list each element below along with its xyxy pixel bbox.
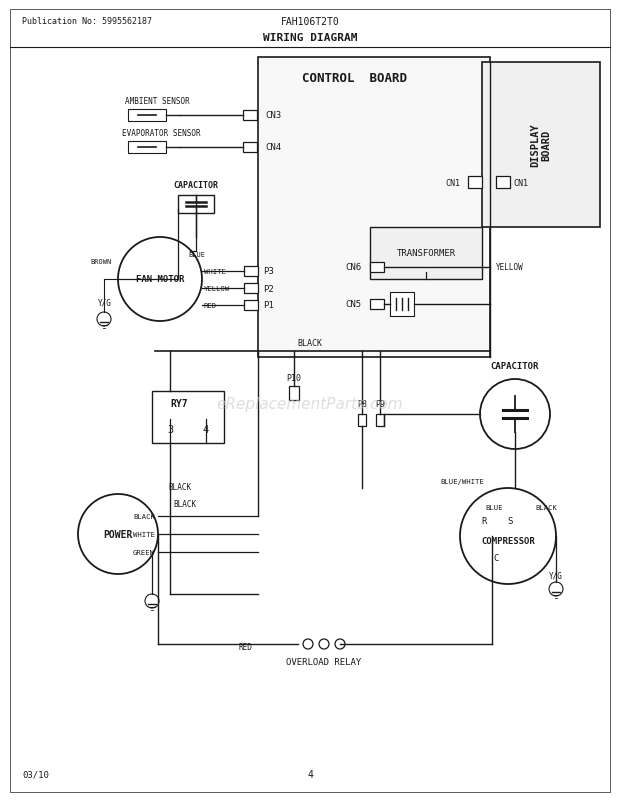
Text: 03/10: 03/10 xyxy=(22,770,49,779)
Bar xyxy=(128,142,166,154)
Text: FAN MOTOR: FAN MOTOR xyxy=(136,275,184,284)
Text: CN5: CN5 xyxy=(346,300,362,309)
Text: Y/G: Y/G xyxy=(549,571,563,580)
Bar xyxy=(482,63,600,228)
Text: BLACK: BLACK xyxy=(535,504,557,510)
Text: BLACK: BLACK xyxy=(298,339,322,348)
Text: Y/G: Y/G xyxy=(98,298,112,307)
Bar xyxy=(468,176,482,188)
Bar xyxy=(370,228,482,280)
Text: CN1: CN1 xyxy=(445,178,460,187)
Bar xyxy=(244,301,258,310)
Bar xyxy=(128,110,166,122)
Text: EVAPORATOR SENSOR: EVAPORATOR SENSOR xyxy=(122,129,201,138)
Text: RED: RED xyxy=(204,302,217,309)
Text: TRANSFORMER: TRANSFORMER xyxy=(396,249,456,258)
Text: 4: 4 xyxy=(203,424,209,435)
Circle shape xyxy=(118,237,202,322)
Text: COMPRESSOR: COMPRESSOR xyxy=(481,537,535,546)
Text: WHITE: WHITE xyxy=(204,269,226,274)
Text: RY7: RY7 xyxy=(170,399,188,408)
Bar xyxy=(370,300,384,310)
Bar xyxy=(244,284,258,294)
Text: C: C xyxy=(494,554,498,563)
Text: BLUE: BLUE xyxy=(188,252,205,257)
Bar xyxy=(390,293,414,317)
Circle shape xyxy=(460,488,556,585)
Bar xyxy=(289,387,299,400)
Text: CN6: CN6 xyxy=(346,263,362,272)
Text: CN3: CN3 xyxy=(265,111,281,120)
Text: P8: P8 xyxy=(357,400,367,409)
Bar xyxy=(244,267,258,277)
Text: P10: P10 xyxy=(286,374,301,383)
Text: 4: 4 xyxy=(307,769,313,779)
Bar xyxy=(178,196,214,214)
Text: P2: P2 xyxy=(263,284,274,294)
Text: YELLOW: YELLOW xyxy=(204,286,230,292)
Text: DISPLAY
BOARD: DISPLAY BOARD xyxy=(530,123,552,167)
Text: FAH106T2T0: FAH106T2T0 xyxy=(281,17,339,27)
Text: P3: P3 xyxy=(263,267,274,276)
Text: BLACK: BLACK xyxy=(133,513,155,520)
Text: CAPACITOR: CAPACITOR xyxy=(491,362,539,371)
Text: POWER: POWER xyxy=(104,529,133,539)
Bar xyxy=(358,415,366,427)
Text: OVERLOAD RELAY: OVERLOAD RELAY xyxy=(286,658,361,666)
Bar xyxy=(258,58,490,358)
Text: WHITE: WHITE xyxy=(133,532,155,537)
Text: BLACK: BLACK xyxy=(169,483,192,492)
Bar xyxy=(496,176,510,188)
Text: WIRING DIAGRAM: WIRING DIAGRAM xyxy=(263,33,357,43)
Text: AMBIENT SENSOR: AMBIENT SENSOR xyxy=(125,97,190,107)
Circle shape xyxy=(480,379,550,449)
Text: eReplacementParts.com: eReplacementParts.com xyxy=(216,397,404,412)
Circle shape xyxy=(78,494,158,574)
Text: BLUE: BLUE xyxy=(485,504,502,510)
Text: BLACK: BLACK xyxy=(174,500,197,508)
Bar xyxy=(243,111,257,121)
Text: BROWN: BROWN xyxy=(91,259,112,265)
Text: CONTROL  BOARD: CONTROL BOARD xyxy=(303,71,407,84)
Text: YELLOW: YELLOW xyxy=(496,263,524,272)
Text: CN4: CN4 xyxy=(265,144,281,152)
Text: CN1: CN1 xyxy=(513,178,528,187)
Bar xyxy=(243,143,257,153)
Text: RED: RED xyxy=(238,642,252,652)
Text: R: R xyxy=(481,516,487,526)
Text: 3: 3 xyxy=(167,424,173,435)
Text: Publication No: 5995562187: Publication No: 5995562187 xyxy=(22,18,152,26)
Bar xyxy=(370,263,384,273)
Text: BLUE/WHITE: BLUE/WHITE xyxy=(440,479,484,484)
Text: CAPACITOR: CAPACITOR xyxy=(174,180,218,189)
Text: P1: P1 xyxy=(263,301,274,310)
Bar xyxy=(152,391,224,444)
Bar xyxy=(376,415,384,427)
Text: GREEN: GREEN xyxy=(133,549,155,555)
Text: S: S xyxy=(507,516,513,526)
Text: P9: P9 xyxy=(375,400,385,409)
